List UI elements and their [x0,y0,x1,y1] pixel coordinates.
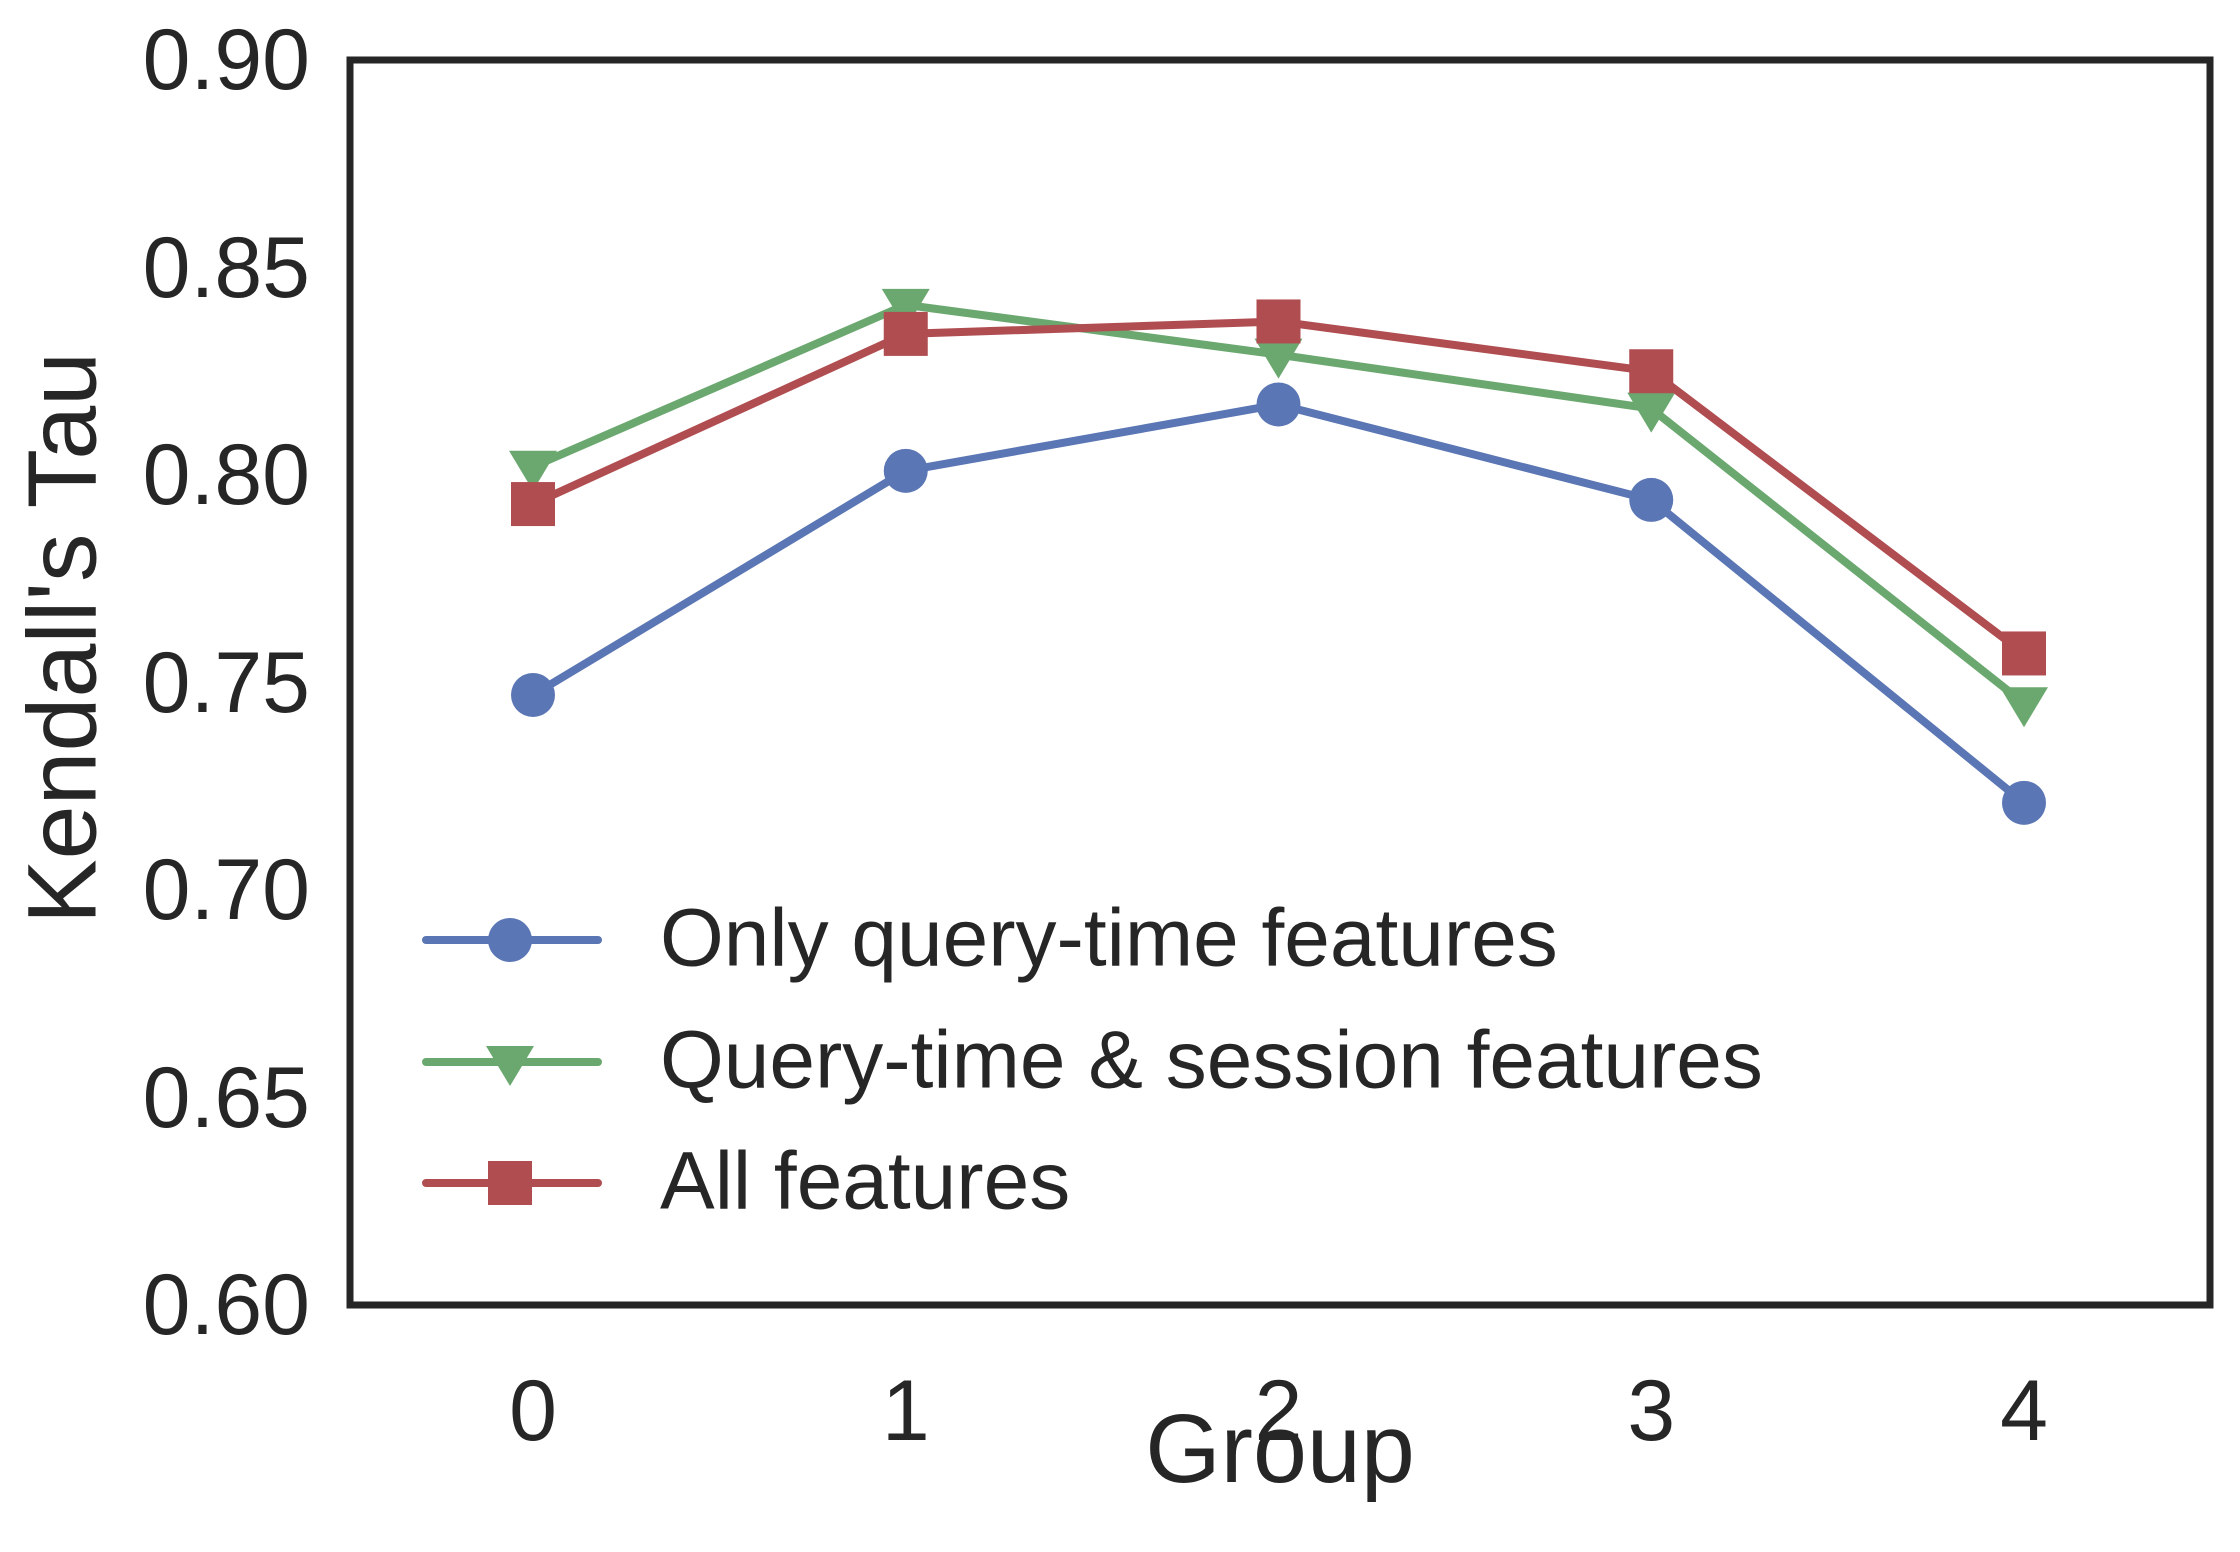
series-1-marker-0 [509,450,557,491]
series-2-marker-0 [511,482,555,527]
series-1-marker-1 [881,288,930,329]
series-0-marker-1 [883,448,928,493]
series-2-marker-3 [1629,349,1674,394]
plot-spines [346,56,2214,1309]
x-tick-label: 2 [1254,1363,1303,1459]
y-tick-label: 0.85 [142,219,310,316]
y-axis-title: Kendall's Tau [7,351,117,925]
legend-label: All features [660,1135,1071,1227]
series-2-marker-1 [883,311,928,356]
x-axis-title: Group [1145,1394,1415,1503]
legend-label: Query-time & session features [660,1014,1763,1106]
y-tick-label: 0.65 [142,1049,310,1146]
series-2-marker-4 [2002,631,2046,676]
series-0-marker-0 [511,672,555,717]
y-tick-label: 0.70 [142,842,310,938]
y-tick-label: 0.90 [142,12,310,108]
series-1-marker-3 [1627,392,1676,433]
y-tick-label: 0.60 [142,1257,310,1353]
series-0-marker-3 [1629,477,1674,522]
series-0-marker-2 [1256,382,1301,427]
series-2-marker-2 [1256,299,1301,344]
x-tick-label: 4 [2000,1363,2048,1459]
x-tick-label: 3 [1627,1363,1676,1459]
series-0-marker-4 [2002,780,2046,825]
series-1-marker-4 [2000,687,2048,728]
x-tick-label: 1 [881,1363,930,1459]
legend-circle-icon [422,918,602,962]
legend-triangle-down-icon [422,1046,602,1086]
legend-label: Only query-time features [660,892,1558,984]
series-1-marker-2 [1254,338,1303,379]
y-tick-label: 0.75 [142,634,310,731]
legend-square-icon [422,1161,602,1205]
x-tick-label: 0 [509,1363,557,1459]
y-tick-label: 0.80 [142,427,310,523]
series-line-0 [530,400,2027,806]
